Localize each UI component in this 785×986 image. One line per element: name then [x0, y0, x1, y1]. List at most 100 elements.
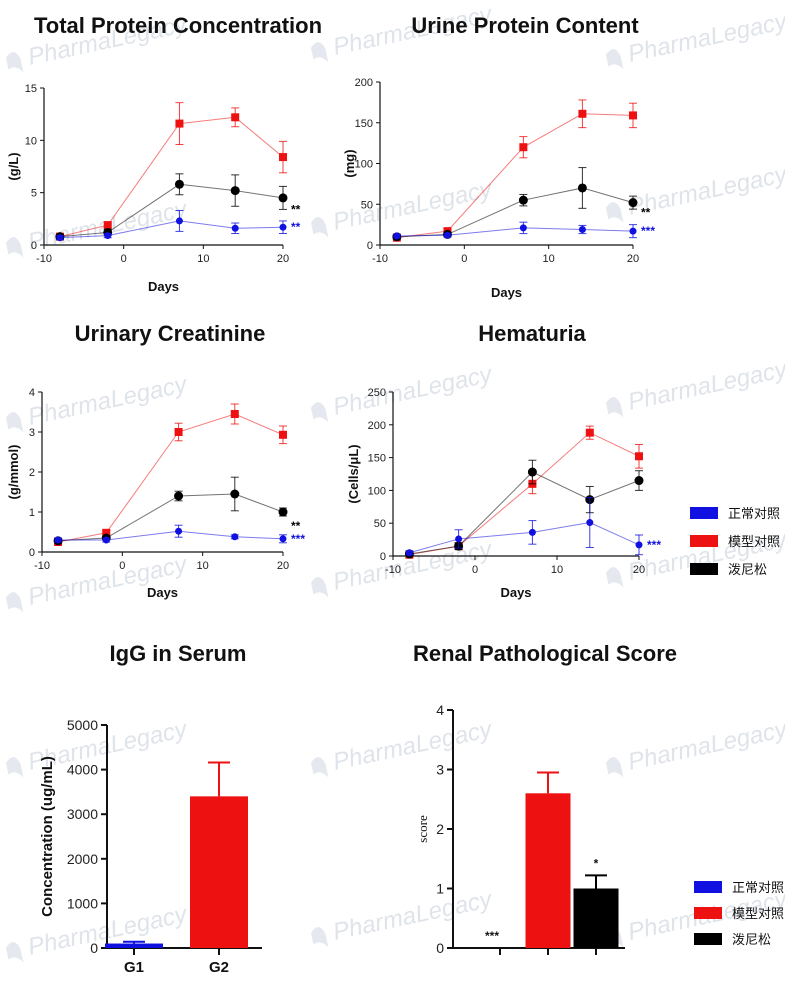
bar-chart-1: IgG in Serum 0 1000 2000 3000 4000 5000 Concent…	[39, 641, 262, 976]
data-point-circle	[527, 467, 537, 477]
data-point-circle	[519, 224, 527, 232]
watermark: PharmaLegacy	[5, 370, 191, 433]
watermark-logo-icon	[605, 397, 624, 418]
watermark-text: PharmaLegacy	[26, 370, 191, 430]
y-tick-label: 2000	[67, 851, 98, 867]
y-tick-label: 4	[436, 702, 444, 718]
y-tick-label: 4000	[67, 762, 98, 778]
series-normal: **	[55, 209, 301, 242]
legend-label: 泼尼松	[728, 563, 767, 578]
watermark-logo-icon	[310, 577, 329, 598]
data-point-square	[578, 109, 587, 118]
x-tick-label: -10	[372, 253, 388, 265]
data-point-square	[102, 528, 111, 537]
x-tick-label: 10	[551, 564, 563, 576]
series-line	[396, 113, 634, 239]
watermark: PharmaLegacy	[5, 550, 191, 613]
significance-label: ***	[485, 929, 499, 943]
y-tick-label: 0	[436, 940, 444, 956]
x-tick-label: -10	[385, 564, 401, 576]
data-point-circle	[174, 491, 184, 501]
y-tick-label: 15	[25, 83, 37, 95]
y-tick-label: 3000	[67, 806, 98, 822]
y-axis-label: (g/L)	[6, 152, 21, 180]
watermark-logo-icon	[310, 402, 329, 423]
watermark: PharmaLegacy	[310, 715, 496, 778]
legend-label: 正常对照	[728, 507, 780, 522]
watermark-text: PharmaLegacy	[331, 885, 496, 945]
watermark-text: PharmaLegacy	[331, 175, 496, 235]
y-tick-label: 150	[368, 453, 386, 465]
data-point-circle	[279, 535, 287, 543]
y-tick-label: 1000	[67, 895, 98, 911]
data-point-circle	[634, 476, 644, 486]
x-axis-label: Days	[147, 585, 178, 600]
significance-label: **	[291, 519, 301, 533]
watermark: PharmaLegacy	[310, 535, 496, 598]
watermark-text: PharmaLegacy	[26, 550, 191, 610]
x-tick-label: -10	[34, 560, 50, 572]
x-tick-label: 10	[543, 253, 555, 265]
chart-title: Total Protein Concentration	[34, 13, 322, 38]
watermark: PharmaLegacy	[605, 160, 785, 223]
data-point-circle	[586, 519, 594, 527]
watermark-text: PharmaLegacy	[626, 7, 785, 67]
data-point-circle	[278, 193, 288, 203]
x-tick-label: -10	[36, 253, 52, 265]
y-axis-label: (Cells/μL)	[346, 444, 361, 503]
watermark-logo-icon	[605, 567, 624, 588]
watermark-logo-icon	[310, 217, 329, 238]
y-tick-label: 1	[436, 881, 444, 897]
watermark: PharmaLegacy	[310, 885, 496, 948]
data-point-circle	[635, 541, 643, 549]
y-tick-label: 250	[368, 387, 386, 399]
y-tick-label: 50	[374, 518, 386, 530]
y-tick-label: 5000	[67, 717, 98, 733]
y-axis-label: Concentration (ug/mL)	[39, 756, 56, 917]
y-tick-label: 10	[25, 135, 37, 147]
watermark-logo-icon	[605, 49, 624, 70]
x-tick-label: 0	[472, 564, 478, 576]
data-point-circle	[443, 231, 451, 239]
series-model	[54, 403, 287, 546]
bar	[525, 793, 571, 948]
significance-label: ***	[641, 224, 655, 238]
legend-swatch	[690, 563, 718, 575]
data-point-circle	[56, 234, 64, 242]
x-tick-label: 20	[277, 560, 289, 572]
data-point-circle	[231, 224, 239, 232]
significance-label: **	[641, 205, 651, 219]
x-axis-label: Days	[491, 285, 522, 300]
y-tick-label: 2	[436, 821, 444, 837]
data-point-circle	[628, 198, 638, 208]
data-point-square	[231, 113, 240, 122]
watermark-logo-icon	[5, 942, 24, 963]
bar	[190, 796, 248, 948]
y-tick-label: 1	[29, 507, 35, 519]
x-tick-label: 10	[197, 253, 209, 265]
data-point-circle	[278, 507, 288, 517]
data-point-circle	[174, 179, 184, 189]
y-tick-label: 200	[368, 420, 386, 432]
x-axis-label: Days	[500, 585, 531, 600]
data-point-square	[103, 221, 112, 230]
series-line	[58, 493, 284, 542]
y-axis-label: score	[415, 815, 430, 843]
significance-label: ***	[291, 532, 305, 546]
legend-swatch	[694, 907, 722, 919]
y-tick-label: 100	[355, 159, 373, 171]
chart-title: Urinary Creatinine	[75, 321, 266, 346]
watermark: PharmaLegacy	[310, 360, 496, 423]
watermark-logo-icon	[5, 592, 24, 613]
y-tick-label: 50	[361, 199, 373, 211]
data-point-circle	[629, 227, 637, 235]
watermark-text: PharmaLegacy	[331, 715, 496, 775]
data-point-square	[279, 430, 287, 439]
data-point-circle	[577, 183, 587, 193]
series-normal: ***	[392, 221, 655, 240]
y-tick-label: 0	[90, 940, 98, 956]
y-tick-label: 3	[436, 762, 444, 778]
data-point-circle	[175, 527, 183, 535]
chart-title: Urine Protein Content	[411, 13, 639, 38]
